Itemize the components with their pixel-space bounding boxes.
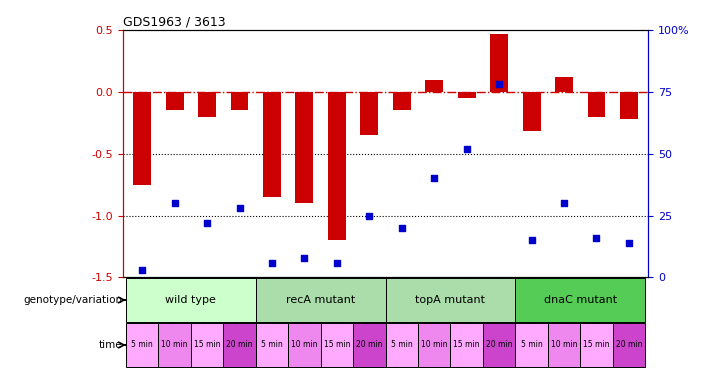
Text: 5 min: 5 min (131, 340, 153, 350)
Point (559, 200, 570, 206)
Text: 5 min: 5 min (391, 340, 413, 350)
Text: wild type: wild type (165, 295, 217, 305)
Bar (198, 92, 216, 117)
Text: 20 min: 20 min (356, 340, 383, 350)
Bar (231, 92, 248, 110)
FancyBboxPatch shape (451, 323, 483, 367)
Text: GDS1963 / 3613: GDS1963 / 3613 (123, 16, 225, 29)
Bar (555, 77, 573, 92)
FancyBboxPatch shape (353, 323, 386, 367)
Text: 20 min: 20 min (486, 340, 512, 350)
Text: 15 min: 15 min (324, 340, 350, 350)
Point (623, 240, 634, 246)
FancyBboxPatch shape (126, 278, 256, 322)
FancyBboxPatch shape (256, 278, 386, 322)
Text: 15 min: 15 min (454, 340, 480, 350)
FancyBboxPatch shape (418, 323, 451, 367)
Point (526, 237, 537, 243)
FancyBboxPatch shape (515, 278, 645, 322)
Point (201, 220, 212, 226)
Bar (490, 34, 508, 92)
Bar (587, 92, 606, 117)
Point (234, 205, 245, 211)
Bar (360, 92, 379, 135)
Text: recA mutant: recA mutant (286, 295, 355, 305)
Bar (426, 80, 443, 92)
Text: 5 min: 5 min (521, 340, 543, 350)
Text: 20 min: 20 min (226, 340, 253, 350)
Text: 20 min: 20 min (615, 340, 642, 350)
FancyBboxPatch shape (224, 323, 256, 367)
Text: time: time (98, 340, 122, 350)
FancyBboxPatch shape (613, 323, 645, 367)
Text: topA mutant: topA mutant (416, 295, 486, 305)
FancyBboxPatch shape (256, 323, 288, 367)
Point (299, 255, 310, 261)
Point (494, 81, 505, 87)
Point (364, 213, 375, 219)
FancyBboxPatch shape (191, 323, 224, 367)
Point (591, 235, 602, 241)
Point (137, 267, 148, 273)
Text: 10 min: 10 min (291, 340, 318, 350)
Point (332, 260, 343, 266)
Text: dnaC mutant: dnaC mutant (544, 295, 617, 305)
FancyBboxPatch shape (580, 323, 613, 367)
FancyBboxPatch shape (547, 323, 580, 367)
Bar (620, 92, 638, 119)
FancyBboxPatch shape (288, 323, 320, 367)
Point (461, 146, 472, 152)
Text: 10 min: 10 min (161, 340, 188, 350)
Point (428, 176, 440, 181)
FancyBboxPatch shape (158, 323, 191, 367)
Bar (133, 92, 151, 184)
Point (169, 200, 180, 206)
Point (266, 260, 278, 266)
FancyBboxPatch shape (386, 323, 418, 367)
FancyBboxPatch shape (483, 323, 515, 367)
Bar (296, 92, 313, 203)
Text: genotype/variation: genotype/variation (23, 295, 122, 305)
FancyBboxPatch shape (386, 278, 515, 322)
Bar (165, 92, 184, 110)
Bar (523, 92, 540, 132)
Text: 15 min: 15 min (583, 340, 610, 350)
Text: 15 min: 15 min (193, 340, 220, 350)
Text: 10 min: 10 min (421, 340, 447, 350)
Point (396, 225, 407, 231)
Text: 5 min: 5 min (261, 340, 283, 350)
Bar (263, 92, 281, 197)
Bar (458, 92, 475, 98)
FancyBboxPatch shape (126, 323, 158, 367)
FancyBboxPatch shape (515, 323, 547, 367)
Text: 10 min: 10 min (551, 340, 578, 350)
Bar (393, 92, 411, 110)
Bar (328, 92, 346, 240)
FancyBboxPatch shape (320, 323, 353, 367)
